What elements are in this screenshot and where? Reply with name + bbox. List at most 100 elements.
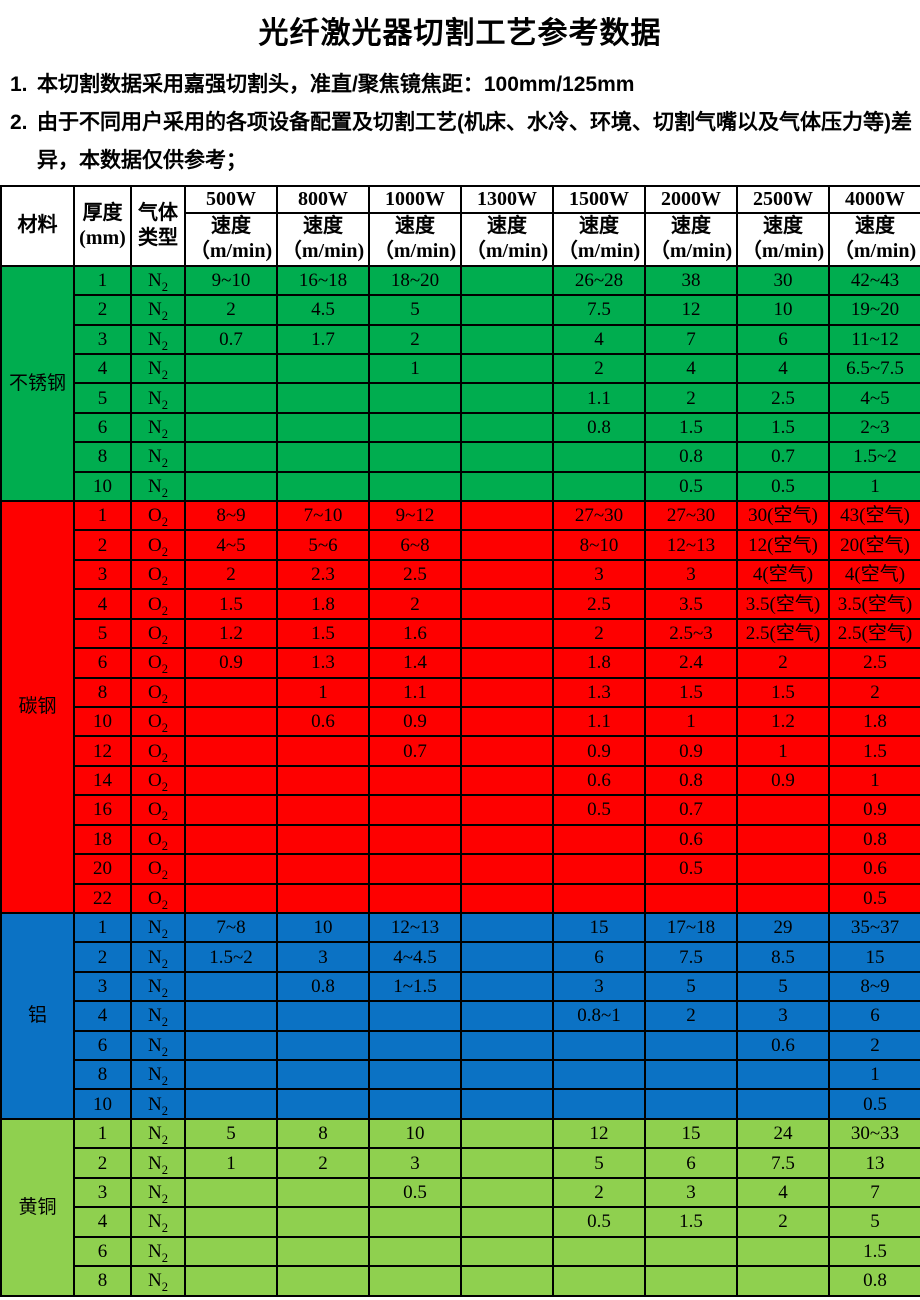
speed-cell (460, 823, 554, 856)
speed-cell: 5 (552, 1147, 646, 1179)
speed-cell (460, 470, 554, 503)
note-number: 2. (10, 111, 28, 135)
speed-cell: 1.5~2 (828, 441, 920, 473)
speed-cell: 7 (828, 1176, 920, 1209)
thickness-cell: 1 (73, 911, 132, 944)
speed-cell: 1.5 (736, 676, 830, 708)
speed-cell (368, 1206, 462, 1238)
speed-cell (276, 823, 370, 856)
speed-cell: 6 (828, 1000, 920, 1032)
speed-cell: 0.6 (644, 823, 738, 856)
speed-cell (276, 735, 370, 767)
speed-cell: 12(空气) (736, 529, 830, 561)
speed-cell (644, 1059, 738, 1091)
speed-cell: 0.5 (644, 470, 738, 503)
speed-cell (368, 1088, 462, 1120)
col-header-power-2500W: 2500W (736, 184, 830, 214)
speed-cell: 3 (368, 1147, 462, 1179)
speed-cell (460, 500, 554, 532)
gas-type-cell: N2 (130, 1117, 186, 1150)
speed-cell: 0.7 (184, 323, 278, 355)
speed-cell (460, 647, 554, 679)
gas-type-cell: N2 (130, 323, 186, 355)
speed-cell: 30 (736, 264, 830, 297)
speed-cell: 15 (828, 941, 920, 973)
speed-cell (368, 470, 462, 503)
speed-header-1000W: 速度 （m/min) (368, 211, 462, 267)
thickness-cell: 3 (73, 1176, 132, 1209)
thickness-cell: 4 (73, 1206, 132, 1238)
notes: 1. 本切割数据采用嘉强切割头，准直/聚焦镜焦距：100mm/125mm 2. … (0, 66, 920, 181)
speed-cell (368, 411, 462, 444)
gas-type-cell: O2 (130, 529, 186, 561)
speed-cell (276, 1088, 370, 1120)
speed-cell (276, 1206, 370, 1238)
speed-cell: 2 (736, 647, 830, 679)
speed-header-2500W: 速度 （m/min) (736, 211, 830, 267)
speed-cell (184, 1000, 278, 1032)
speed-cell (460, 735, 554, 767)
col-header-power-1300W: 1300W (460, 184, 554, 214)
speed-cell: 3 (644, 558, 738, 591)
speed-cell: 1 (184, 1147, 278, 1179)
speed-cell: 0.8 (552, 411, 646, 444)
gas-type-cell: N2 (130, 911, 186, 944)
speed-cell: 12~13 (644, 529, 738, 561)
gas-type-cell: N2 (130, 970, 186, 1003)
speed-cell (460, 970, 554, 1003)
speed-cell: 6.5~7.5 (828, 352, 920, 385)
speed-cell: 2.4 (644, 647, 738, 679)
speed-cell: 15 (552, 911, 646, 944)
speed-cell: 5 (736, 970, 830, 1003)
speed-cell: 7 (644, 323, 738, 355)
speed-cell: 0.9 (828, 794, 920, 826)
material-label: 碳钢 (0, 500, 75, 914)
speed-cell: 5 (644, 970, 738, 1003)
speed-cell (184, 1029, 278, 1062)
speed-cell: 7.5 (736, 1147, 830, 1179)
speed-cell: 13 (828, 1147, 920, 1179)
speed-cell: 2 (644, 382, 738, 414)
speed-cell: 1.6 (368, 617, 462, 650)
speed-cell (184, 1088, 278, 1120)
speed-cell: 26~28 (552, 264, 646, 297)
speed-cell (736, 882, 830, 914)
speed-cell: 11~12 (828, 323, 920, 355)
speed-cell (736, 823, 830, 856)
speed-cell: 7~10 (276, 500, 370, 532)
page-title: 光纤激光器切割工艺参考数据 (258, 17, 662, 50)
col-header-power-500W: 500W (184, 184, 278, 214)
thickness-cell: 16 (73, 794, 132, 826)
speed-cell: 0.6 (276, 705, 370, 738)
speed-header-500W: 速度 （m/min) (184, 211, 278, 267)
speed-cell (184, 823, 278, 856)
speed-cell (276, 352, 370, 385)
speed-cell: 0.9 (184, 647, 278, 679)
speed-cell (736, 1235, 830, 1268)
speed-cell: 0.5 (368, 1176, 462, 1209)
speed-cell: 1.5 (184, 588, 278, 620)
speed-cell: 7~8 (184, 911, 278, 944)
thickness-cell: 2 (73, 1147, 132, 1179)
col-header-power-1000W: 1000W (368, 184, 462, 214)
thickness-cell: 1 (73, 264, 132, 297)
speed-cell (368, 1265, 462, 1297)
speed-cell: 2 (736, 1206, 830, 1238)
gas-type-cell: N2 (130, 1206, 186, 1238)
speed-cell (460, 882, 554, 914)
thickness-cell: 6 (73, 411, 132, 444)
speed-cell: 12 (644, 294, 738, 326)
speed-header-1300W: 速度 （m/min) (460, 211, 554, 267)
speed-cell: 4 (552, 323, 646, 355)
speed-cell: 8 (276, 1117, 370, 1150)
speed-cell: 6 (552, 941, 646, 973)
speed-cell (368, 382, 462, 414)
speed-cell: 0.5 (828, 882, 920, 914)
speed-cell: 1.5 (644, 411, 738, 444)
speed-cell (368, 1235, 462, 1268)
speed-cell: 2 (276, 1147, 370, 1179)
thickness-cell: 8 (73, 441, 132, 473)
speed-cell: 10 (276, 911, 370, 944)
speed-cell (460, 441, 554, 473)
speed-cell: 0.6 (736, 1029, 830, 1062)
